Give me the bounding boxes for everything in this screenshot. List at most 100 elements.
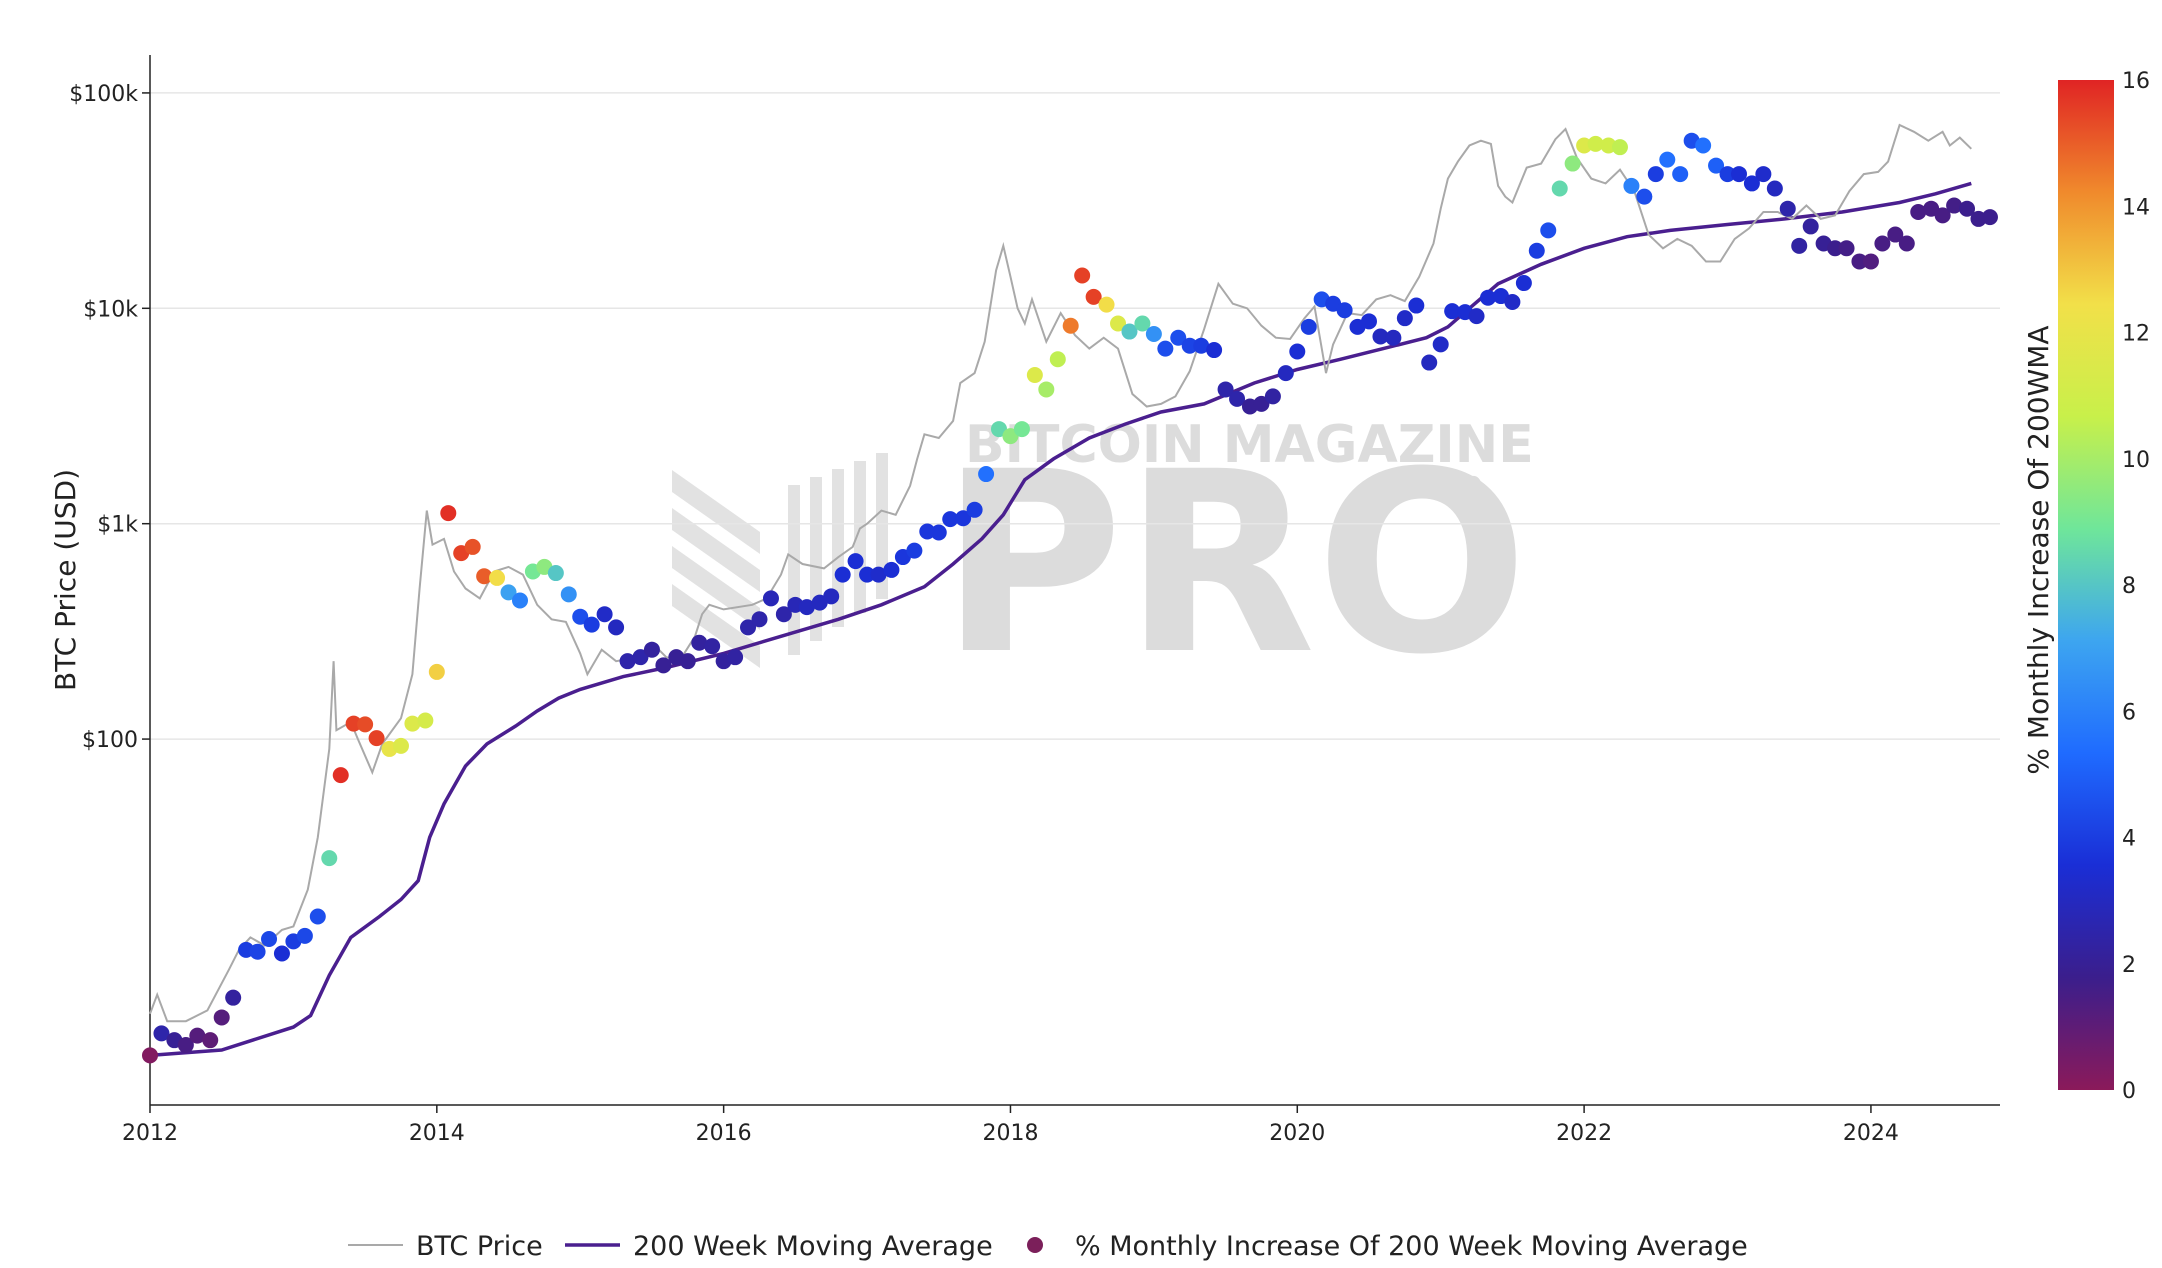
data-point [368,730,385,747]
data-point [1766,180,1783,197]
data-point [1264,388,1281,405]
data-point [1708,157,1725,174]
data-point [1827,240,1844,257]
data-point [1253,395,1270,412]
data-point [1719,166,1736,183]
data-point [1277,365,1294,382]
data-point [417,712,434,729]
data-point [249,943,266,960]
data-point [691,634,708,651]
x-tick-label: 2012 [122,1121,178,1146]
data-point [1540,222,1557,239]
ma-200w-line [149,181,1972,1058]
data-point [1121,323,1138,340]
data-point [1193,337,1210,354]
data-point [1504,293,1521,310]
watermark-stripe [672,470,760,554]
data-point [440,505,457,522]
data-point [1862,253,1879,270]
watermark-mark: ® [1462,473,1484,498]
data-point [1934,207,1951,224]
colorbar-tick-label: 2 [2122,953,2136,978]
watermark-line1: BITCOIN MAGAZINE [965,415,1534,475]
legend-btc-price-label: BTC Price [416,1231,543,1262]
data-point [1611,139,1628,156]
data-point [476,568,493,585]
data-point [1636,188,1653,205]
data-point [1444,303,1461,320]
watermark-bar [876,453,888,599]
data-point [225,989,242,1006]
data-point [1755,166,1772,183]
data-point [1385,329,1402,346]
data-point [321,850,338,867]
data-point [1002,428,1019,445]
data-point [1528,242,1545,259]
data-point [1289,343,1306,360]
data-point [547,565,564,582]
data-point [500,584,517,601]
data-point [309,908,326,925]
data-point [1695,137,1712,154]
data-point [1300,318,1317,335]
data-point [1049,351,1066,368]
watermark-stripe [672,508,760,592]
data-point [643,641,660,658]
data-point [213,1009,230,1026]
data-point [189,1027,206,1044]
data-point [655,657,672,674]
data-point [1013,421,1030,438]
data-point [1672,166,1689,183]
y-tick-label: $100k [69,82,138,107]
y-tick-label: $100 [82,728,138,753]
data-point [345,715,362,732]
x-tick-label: 2020 [1269,1121,1325,1146]
data-point [1743,175,1760,192]
data-point [153,1025,170,1042]
watermark-bar [832,469,844,627]
colorbar-tick-label: 8 [2122,574,2136,599]
data-point [1157,340,1174,357]
data-point [1791,237,1808,254]
data-point [296,927,313,944]
data-point [596,606,613,623]
data-point [1898,235,1915,252]
data-point [1396,310,1413,327]
x-tick-label: 2016 [696,1121,752,1146]
data-point [1515,275,1532,292]
data-point [1372,328,1389,345]
data-point [775,606,792,623]
data-point [177,1036,194,1053]
data-point [1206,342,1223,359]
data-point [1229,390,1246,407]
data-point [990,421,1007,438]
data-point [1730,166,1747,183]
legend-monthly-increase-label: % Monthly Increase Of 200 Week Moving Av… [1075,1231,1748,1262]
data-point [1038,381,1055,398]
data-point [1910,203,1927,220]
data-point [1887,226,1904,243]
data-point [1170,329,1187,346]
colorbar-tick-label: 10 [2122,448,2150,473]
data-point [572,608,589,625]
watermark-stripe [672,584,760,668]
data-point [847,553,864,570]
data-point [966,501,983,518]
data-point [1408,297,1425,314]
data-point [1838,240,1855,257]
data-point [1981,209,1998,226]
data-point [1659,151,1676,168]
colorbar-tick-label: 12 [2122,322,2150,347]
colorbar-tick-label: 4 [2122,827,2136,852]
data-point [1062,317,1079,334]
watermark-line2: PRO [940,418,1528,709]
data-point [1480,289,1497,306]
axes: $100 $1k $10k $100k 2012 2014 2016 2018 2020 2022… [69,55,2000,1146]
data-point [464,538,481,555]
data-point [1874,235,1891,252]
data-point [261,930,278,947]
data-point [1026,367,1043,384]
